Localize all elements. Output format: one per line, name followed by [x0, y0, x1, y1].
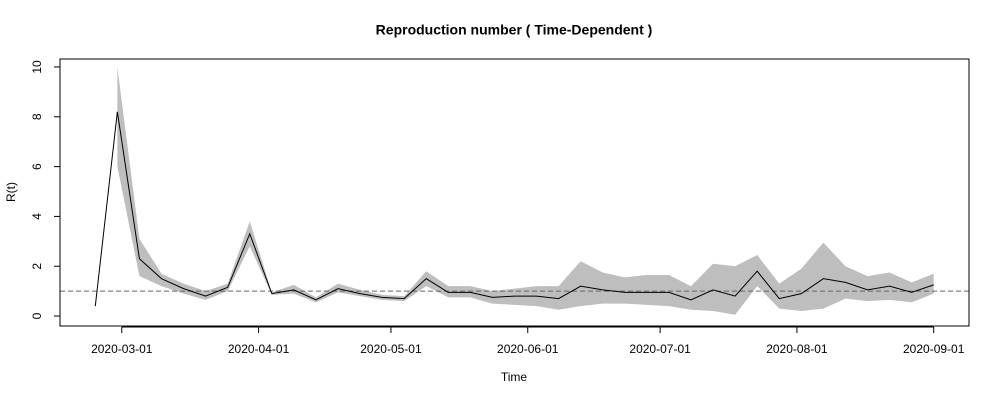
y-tick-label: 0 — [30, 312, 44, 319]
y-tick-label: 6 — [30, 163, 44, 170]
x-tick-label: 2020-09-01 — [903, 342, 965, 356]
line — [94, 111, 934, 307]
x-tick-label: 2020-06-01 — [497, 342, 559, 356]
chart-title: Reproduction number ( Time-Dependent ) — [376, 22, 653, 38]
confidence-band — [117, 66, 934, 315]
x-tick-label: 2020-05-01 — [360, 342, 422, 356]
y-axis-label: R(t) — [4, 182, 18, 202]
y-tick-label: 4 — [30, 213, 44, 220]
x-tick-label: 2020-03-01 — [91, 342, 153, 356]
y-tick-label: 8 — [30, 113, 44, 120]
x-axis-label: Time — [501, 370, 528, 384]
x-tick-label: 2020-07-01 — [629, 342, 691, 356]
x-tick-label: 2020-08-01 — [766, 342, 828, 356]
y-tick-label: 2 — [30, 263, 44, 270]
x-tick-label: 2020-04-01 — [228, 342, 290, 356]
y-tick-label: 10 — [30, 60, 44, 74]
